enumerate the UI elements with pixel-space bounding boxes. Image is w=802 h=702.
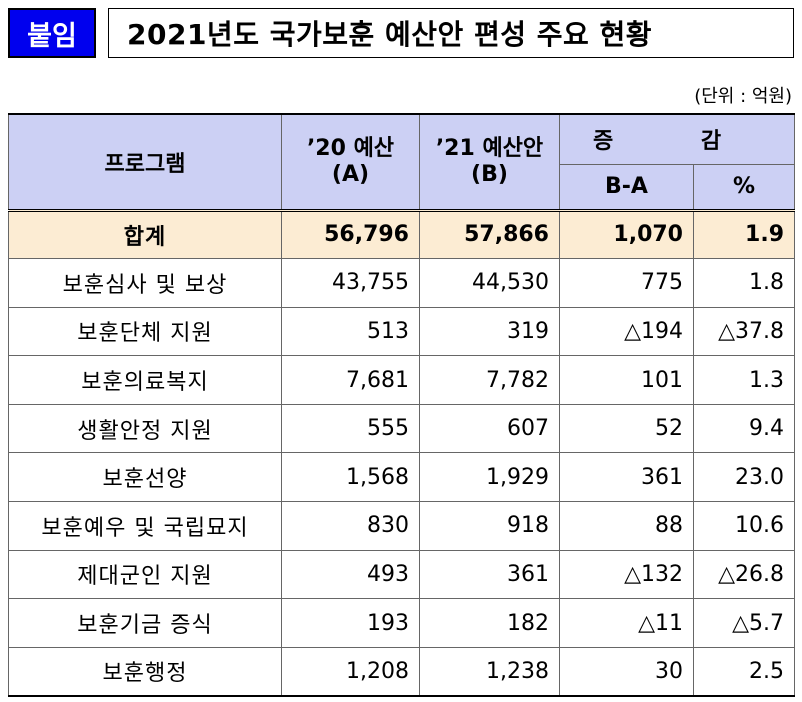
budget-2020-value: 513 bbox=[281, 306, 420, 357]
budget-2020-value: 493 bbox=[281, 549, 420, 600]
change-percent-value: 9.4 bbox=[692, 403, 796, 454]
change-amount-value: 88 bbox=[559, 501, 694, 551]
change-amount-value: 30 bbox=[559, 646, 694, 697]
total-label: 합계 bbox=[8, 209, 282, 260]
table-row: 생활안정 지원 555 607 52 9.4 bbox=[8, 403, 796, 454]
table-row: 보훈선양 1,568 1,929 361 23.0 bbox=[8, 452, 796, 503]
change-amount-value: 101 bbox=[559, 355, 694, 405]
total-budget-2020: 56,796 bbox=[281, 209, 420, 260]
table-row: 보훈기금 증식 193 182 △11 △5.7 bbox=[8, 598, 796, 648]
column-header-change-percent: % bbox=[692, 163, 796, 211]
unit-note: (단위 : 억원) bbox=[694, 86, 792, 107]
table-row: 보훈행정 1,208 1,238 30 2.5 bbox=[8, 646, 796, 697]
change-percent-value: 1.3 bbox=[692, 355, 796, 405]
total-budget-2021: 57,866 bbox=[419, 209, 560, 260]
table-row: 보훈심사 및 보상 43,755 44,530 775 1.8 bbox=[8, 258, 796, 308]
change-percent-value: 1.8 bbox=[692, 258, 796, 308]
budget-2020-value: 555 bbox=[281, 403, 420, 454]
budget-2021-value: 918 bbox=[419, 501, 560, 551]
program-name: 생활안정 지원 bbox=[8, 403, 282, 454]
change-amount-value: △194 bbox=[559, 306, 694, 357]
budget-2020-value: 193 bbox=[281, 598, 420, 648]
table-row: 보훈예우 및 국립묘지 830 918 88 10.6 bbox=[8, 501, 796, 551]
column-header-budget-2020: ’20 예산 (A) bbox=[281, 113, 420, 211]
document-title: 2021년도 국가보훈 예산안 편성 주요 현황 bbox=[108, 8, 794, 58]
program-name: 제대군인 지원 bbox=[8, 549, 282, 600]
program-name: 보훈단체 지원 bbox=[8, 306, 282, 357]
change-amount-value: △132 bbox=[559, 549, 694, 600]
column-header-budget-2021-label: ’21 예산안 bbox=[435, 135, 544, 161]
budget-2021-value: 319 bbox=[419, 306, 560, 357]
budget-2021-value: 182 bbox=[419, 598, 560, 648]
program-name: 보훈심사 및 보상 bbox=[8, 258, 282, 308]
budget-table: 프로그램 ’20 예산 (A) ’21 예산안 (B) 증 감 B-A % 합계… bbox=[8, 113, 796, 697]
table-header: 프로그램 ’20 예산 (A) ’21 예산안 (B) 증 감 B-A % bbox=[8, 113, 796, 211]
change-percent-value: 10.6 bbox=[692, 501, 796, 551]
total-change-amount: 1,070 bbox=[559, 209, 694, 260]
change-percent-value: △5.7 bbox=[692, 598, 796, 648]
program-name: 보훈기금 증식 bbox=[8, 598, 282, 648]
column-header-change-amount: B-A bbox=[559, 163, 694, 211]
change-amount-value: 52 bbox=[559, 403, 694, 454]
table-row: 보훈의료복지 7,681 7,782 101 1.3 bbox=[8, 355, 796, 405]
program-name: 보훈행정 bbox=[8, 646, 282, 697]
budget-2021-value: 607 bbox=[419, 403, 560, 454]
column-header-budget-2020-label: ’20 예산 bbox=[306, 135, 395, 161]
total-change-percent: 1.9 bbox=[692, 209, 796, 260]
column-header-budget-2021: ’21 예산안 (B) bbox=[419, 113, 560, 211]
column-header-program: 프로그램 bbox=[8, 113, 282, 211]
budget-2021-value: 7,782 bbox=[419, 355, 560, 405]
budget-2020-value: 7,681 bbox=[281, 355, 420, 405]
column-header-budget-2020-code: (A) bbox=[331, 161, 370, 187]
budget-2021-value: 1,929 bbox=[419, 452, 560, 503]
attachment-tag: 붙임 bbox=[8, 8, 96, 58]
program-name: 보훈예우 및 국립묘지 bbox=[8, 501, 282, 551]
budget-2020-value: 43,755 bbox=[281, 258, 420, 308]
budget-2020-value: 1,568 bbox=[281, 452, 420, 503]
program-name: 보훈의료복지 bbox=[8, 355, 282, 405]
change-percent-value: △37.8 bbox=[692, 306, 796, 357]
change-percent-value: 23.0 bbox=[692, 452, 796, 503]
program-name: 보훈선양 bbox=[8, 452, 282, 503]
budget-2021-value: 1,238 bbox=[419, 646, 560, 697]
budget-2020-value: 830 bbox=[281, 501, 420, 551]
column-header-change: 증 감 bbox=[558, 113, 796, 165]
table-row: 제대군인 지원 493 361 △132 △26.8 bbox=[8, 549, 796, 600]
budget-2021-value: 361 bbox=[419, 549, 560, 600]
budget-2020-value: 1,208 bbox=[281, 646, 420, 697]
budget-2021-value: 44,530 bbox=[419, 258, 560, 308]
change-amount-value: 361 bbox=[559, 452, 694, 503]
total-row: 합계 56,796 57,866 1,070 1.9 bbox=[8, 209, 796, 260]
change-amount-value: △11 bbox=[559, 598, 694, 648]
change-percent-value: △26.8 bbox=[692, 549, 796, 600]
column-header-budget-2021-code: (B) bbox=[471, 161, 508, 187]
change-amount-value: 775 bbox=[559, 258, 694, 308]
change-percent-value: 2.5 bbox=[692, 646, 796, 697]
table-row: 보훈단체 지원 513 319 △194 △37.8 bbox=[8, 306, 796, 357]
